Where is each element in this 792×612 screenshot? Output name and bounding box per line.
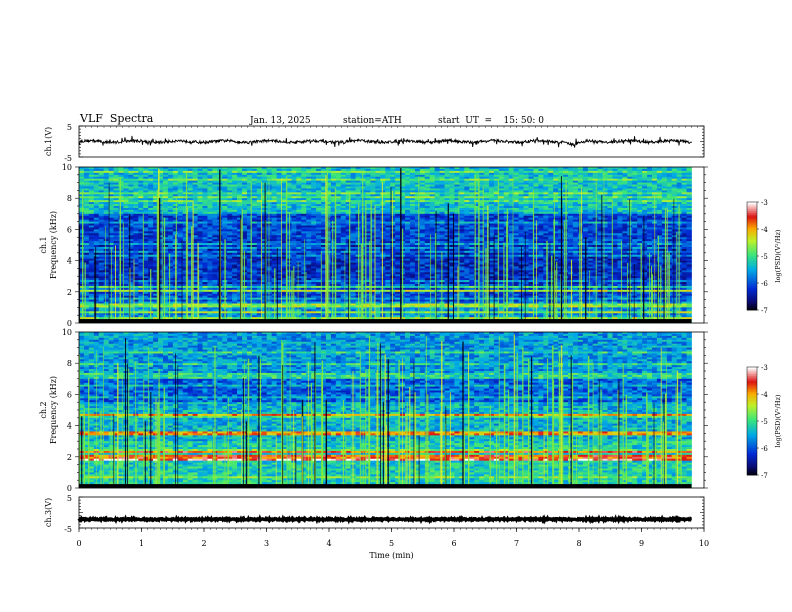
vlf-spectra-figure: VLF Spectra Jan. 13, 2025 station=ATH st… <box>0 0 792 612</box>
ch1-waveform-ytick-top: 5 <box>67 123 72 132</box>
ch1-waveform-ytick-bottom: -5 <box>64 154 72 163</box>
ch1-waveform-panel: 5 -5 ch.1(V) <box>44 123 704 163</box>
vlf-plot-area: 5 -5 ch.1(V) 0246810ch.1 Frequency (kHz)-3-4… <box>0 0 792 612</box>
ch1-waveform-ylabel: ch.1(V) <box>44 127 53 156</box>
ch1-spectrogram-pixels <box>79 167 692 323</box>
